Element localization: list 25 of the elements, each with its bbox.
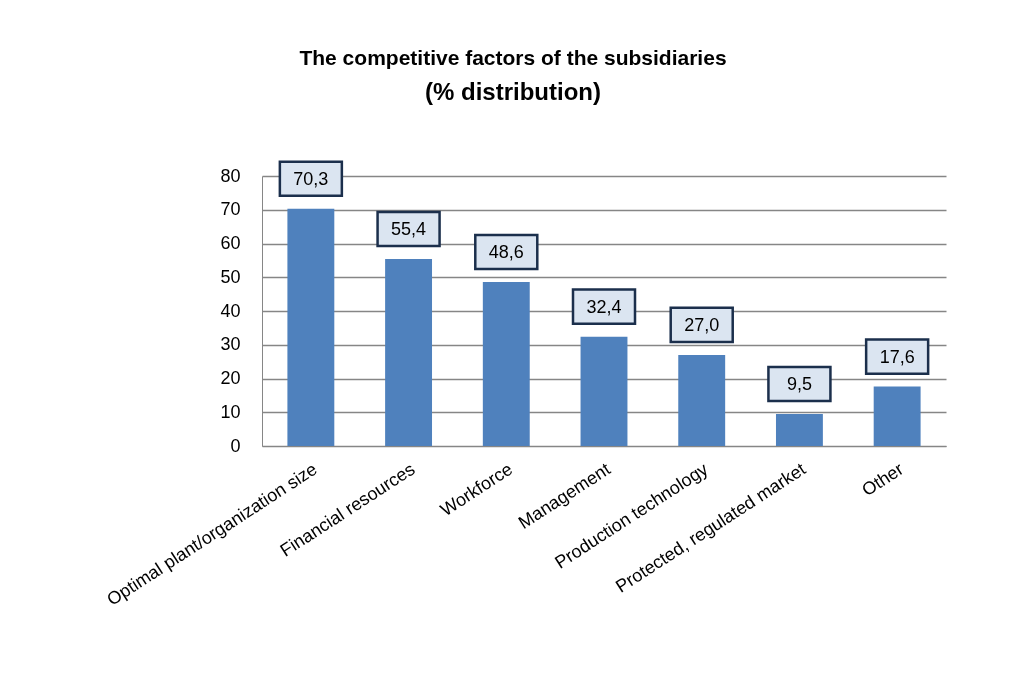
data-label: 27,0 [684, 314, 720, 335]
y-tick-label: 80 [220, 165, 241, 186]
bar [775, 413, 823, 446]
y-tick-label: 60 [220, 233, 241, 253]
y-tick-label: 70 [220, 199, 241, 220]
data-label: 70,3 [293, 168, 329, 189]
data-label: 17,6 [879, 346, 915, 367]
y-tick-label: 0 [230, 435, 241, 456]
chart-title: The competitive factors of the subsidiaries [299, 45, 727, 69]
data-label: 32,4 [586, 296, 622, 317]
bar [482, 281, 530, 446]
bar [678, 354, 726, 446]
chart-subtitle: (% distribution) [425, 77, 601, 105]
y-tick-label: 30 [220, 334, 241, 355]
y-tick-label: 50 [220, 266, 241, 287]
bar [873, 386, 921, 446]
bar [287, 208, 335, 446]
y-tick-label: 20 [220, 368, 241, 388]
data-label: 48,6 [488, 241, 524, 262]
data-label: 55,4 [391, 219, 427, 240]
y-tick-label: 40 [220, 300, 241, 321]
y-tick-label: 10 [220, 401, 241, 422]
bar [580, 336, 628, 446]
data-label: 9,5 [786, 373, 812, 394]
bar [385, 259, 433, 446]
